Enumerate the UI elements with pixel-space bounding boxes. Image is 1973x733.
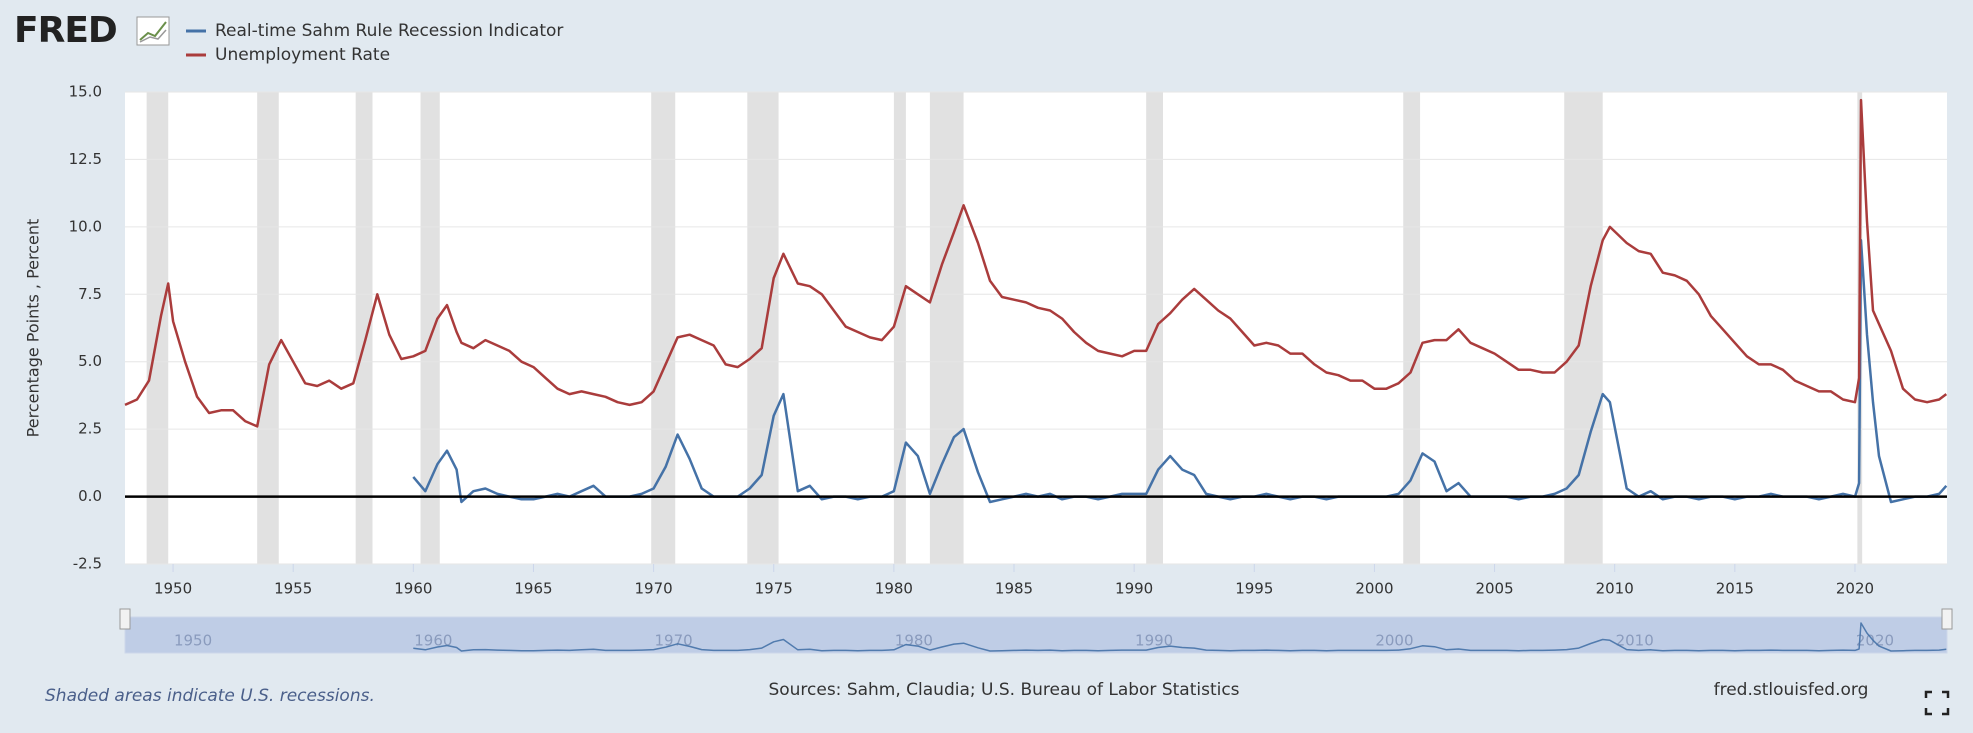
note: Shaded areas indicate U.S. recessions. xyxy=(45,686,375,706)
navigator-bg xyxy=(124,616,1948,654)
navigator-handle[interactable] xyxy=(1941,608,1953,630)
x-tick-label: 1995 xyxy=(1235,580,1273,598)
logo-icon xyxy=(136,16,170,46)
x-tick-label: 1985 xyxy=(995,580,1033,598)
recession-band xyxy=(257,92,279,564)
x-tick-label: 1960 xyxy=(394,580,432,598)
y-tick-label: 12.5 xyxy=(69,150,102,168)
site: fred.stlouisfed.org xyxy=(1714,680,1869,700)
x-tick-label: 1950 xyxy=(154,580,192,598)
y-tick-label: 5.0 xyxy=(78,352,102,370)
recession-band xyxy=(651,92,676,564)
navigator-label: 1990 xyxy=(1135,632,1173,650)
navigator-label: 1960 xyxy=(414,632,452,650)
y-tick-label: 7.5 xyxy=(78,285,102,303)
recession-band xyxy=(747,92,779,564)
y-axis-label: Percentage Points , Percent xyxy=(24,219,43,438)
x-tick-label: 2015 xyxy=(1716,580,1754,598)
x-tick-label: 1965 xyxy=(514,580,552,598)
y-tick-label: 0.0 xyxy=(78,487,102,505)
source: Sources: Sahm, Claudia; U.S. Bureau of L… xyxy=(768,680,1239,700)
x-tick-label: 2005 xyxy=(1475,580,1513,598)
x-tick-label: 1990 xyxy=(1115,580,1153,598)
navigator-handle[interactable] xyxy=(119,608,131,630)
logo: FRED xyxy=(14,10,117,51)
navigator-label: 1970 xyxy=(655,632,693,650)
y-tick-label: -2.5 xyxy=(73,555,102,573)
recession-band xyxy=(1146,92,1163,564)
recession-band xyxy=(929,92,964,564)
recession-band xyxy=(893,92,906,564)
legend-label: Real-time Sahm Rule Recession Indicator xyxy=(215,21,563,41)
navigator-line xyxy=(413,622,1947,652)
legend-label: Unemployment Rate xyxy=(215,45,390,65)
recession-band xyxy=(355,92,373,564)
y-tick-label: 2.5 xyxy=(78,420,102,438)
x-tick-label: 2000 xyxy=(1355,580,1393,598)
x-tick-label: 1980 xyxy=(875,580,913,598)
recession-band xyxy=(146,92,169,564)
x-tick-label: 1970 xyxy=(635,580,673,598)
recession-band xyxy=(1403,92,1421,564)
x-tick-label: 2020 xyxy=(1836,580,1874,598)
navigator-label: 1950 xyxy=(174,632,212,650)
plot-area xyxy=(125,92,1947,564)
x-tick-label: 1975 xyxy=(755,580,793,598)
y-tick-label: 10.0 xyxy=(69,217,102,235)
x-tick-label: 2010 xyxy=(1596,580,1634,598)
navigator-label: 2020 xyxy=(1856,632,1894,650)
x-tick-label: 1955 xyxy=(274,580,312,598)
series-line xyxy=(124,98,1948,428)
fullscreen-icon[interactable] xyxy=(1924,690,1950,716)
navigator-label: 2010 xyxy=(1616,632,1654,650)
y-tick-label: 15.0 xyxy=(69,83,102,101)
navigator-label: 2000 xyxy=(1375,632,1413,650)
recession-band xyxy=(420,92,440,564)
